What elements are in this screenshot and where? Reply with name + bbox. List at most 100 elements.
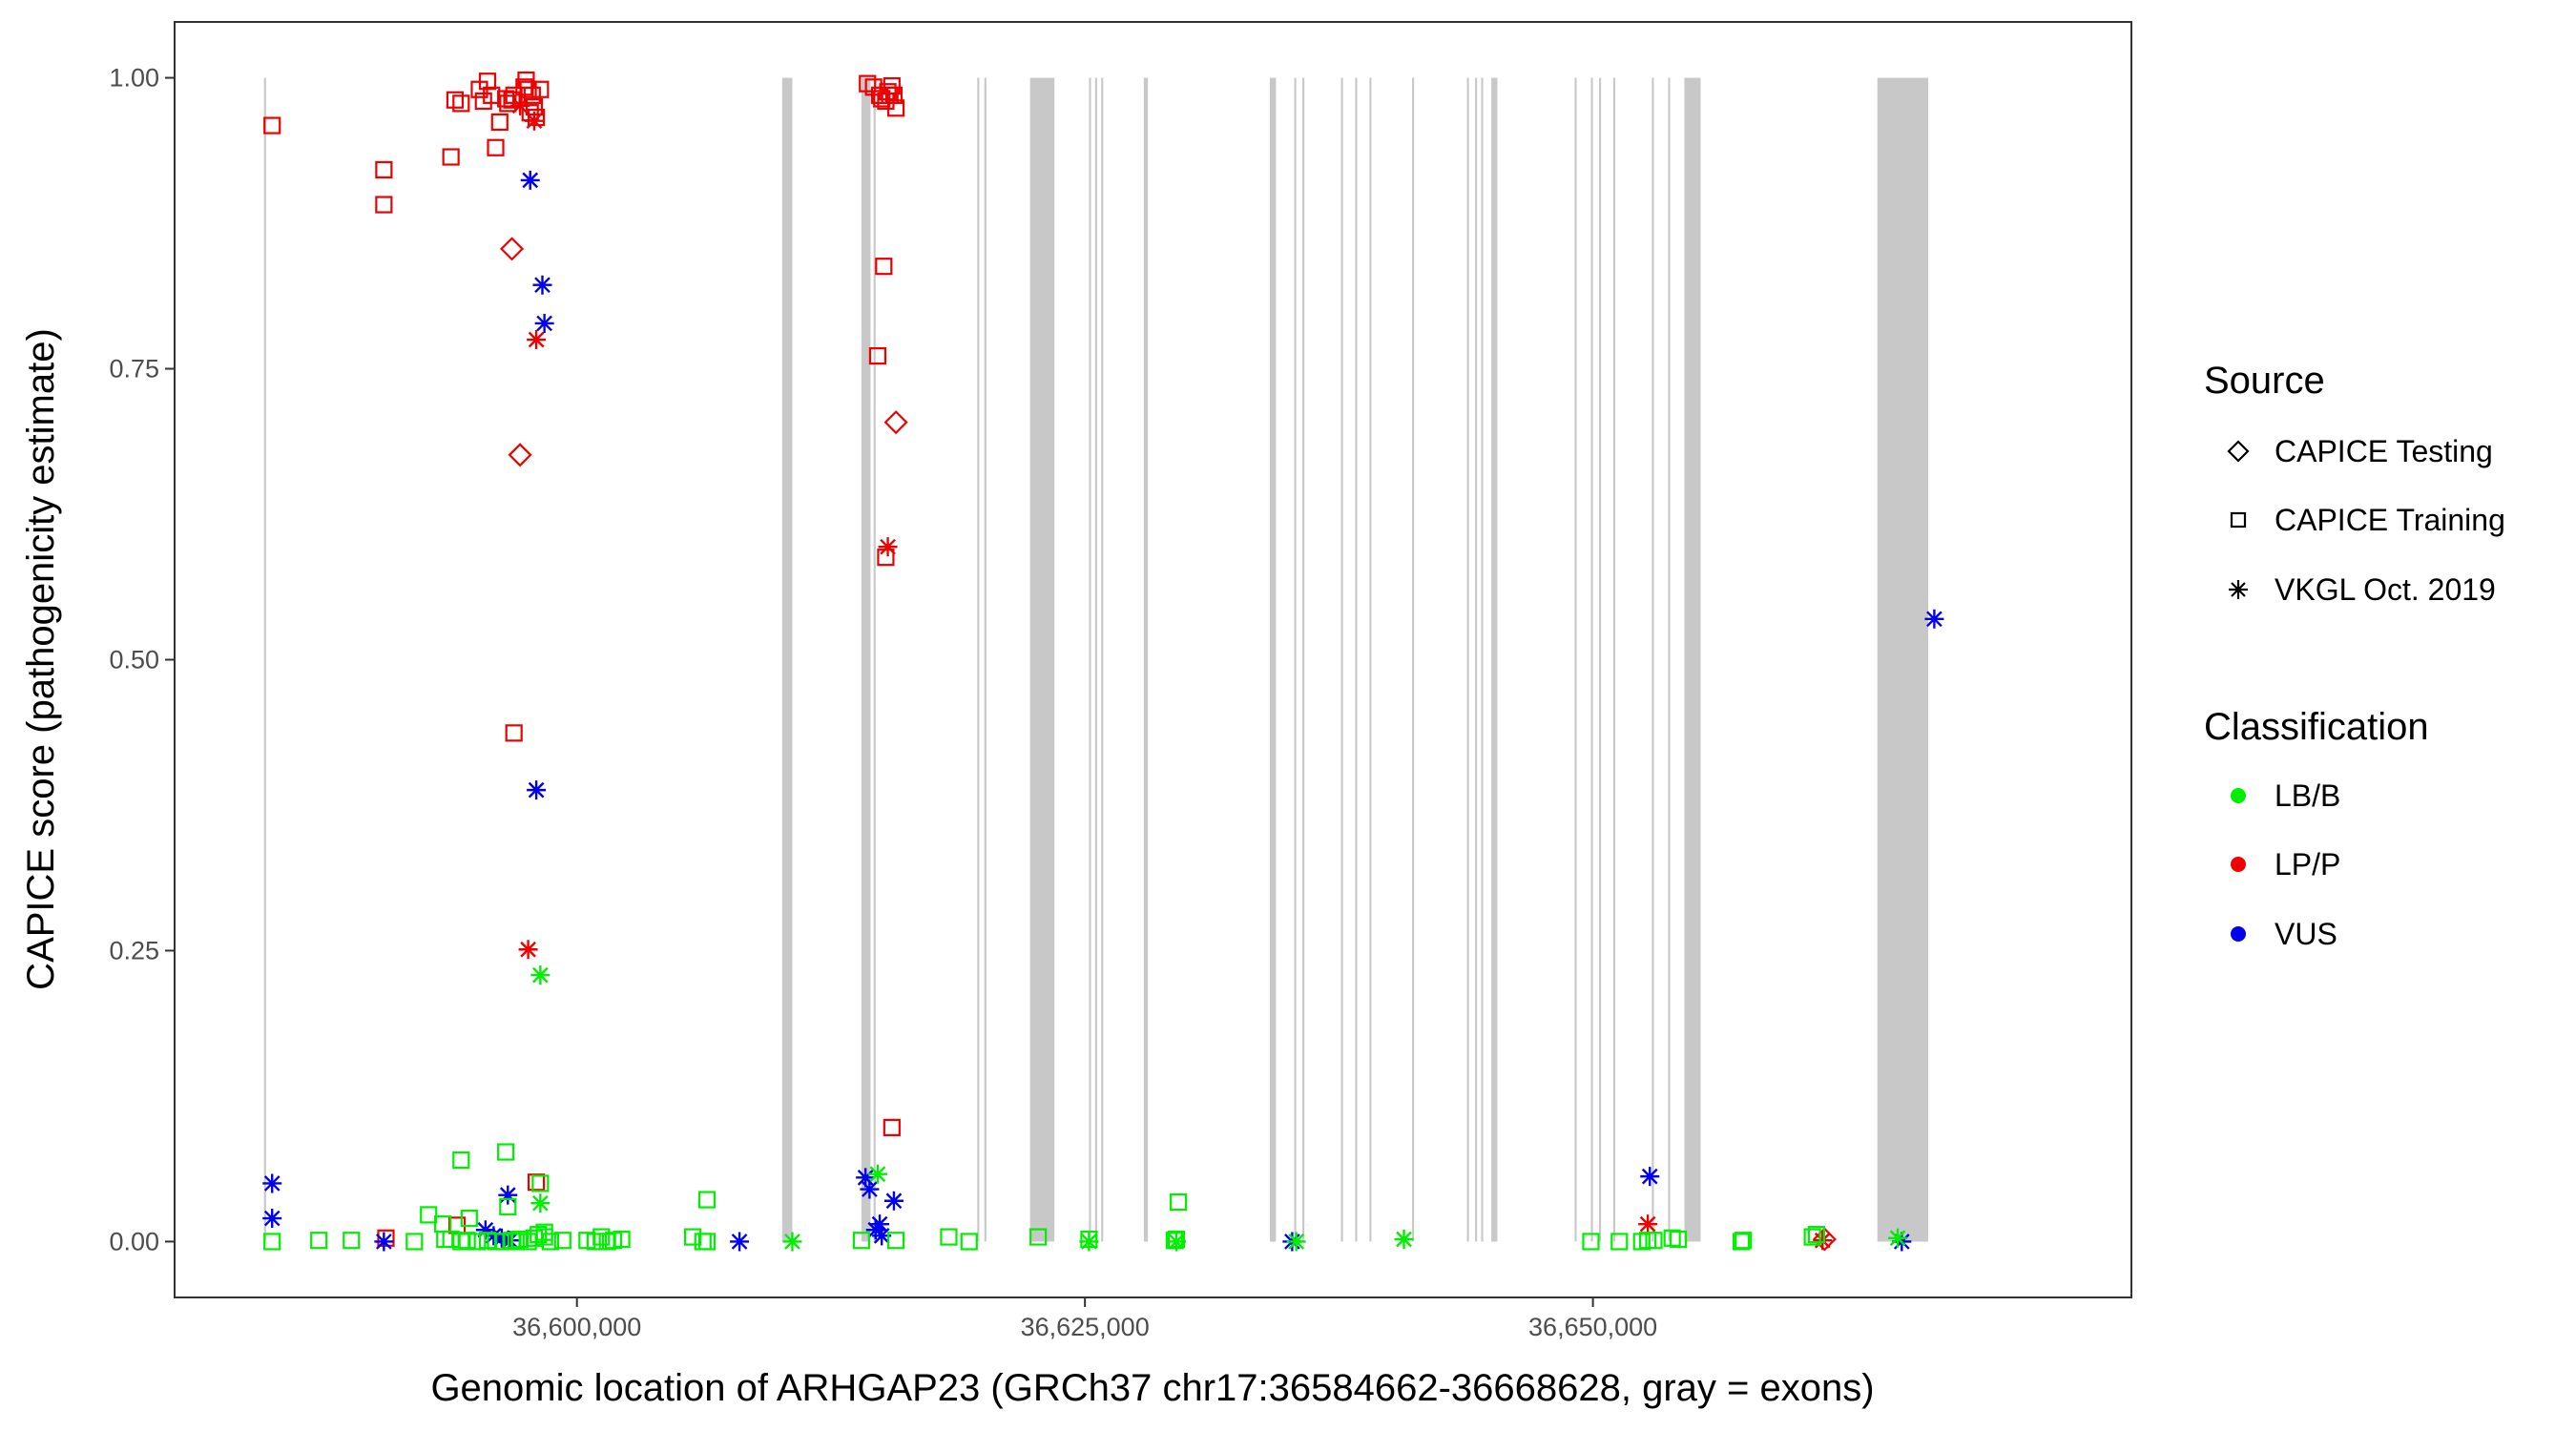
legend-source-testing: CAPICE Testing [2275, 434, 2493, 468]
exon-band [1302, 77, 1305, 1242]
asterisk-point [878, 537, 898, 557]
legend: Source CAPICE Testing CAPICE Training VK… [2204, 360, 2505, 951]
square-point [1167, 1230, 1186, 1249]
exon-band [1029, 77, 1055, 1242]
square-point [1807, 1226, 1825, 1244]
asterisk-point [524, 111, 544, 131]
diamond-point [883, 410, 908, 435]
y-axis-title: CAPICE score (pathogenicity estimate) [20, 328, 62, 990]
square-point [875, 258, 893, 276]
square-point [586, 1233, 604, 1251]
square-point [694, 1233, 712, 1251]
asterisk-point [1888, 1228, 1908, 1248]
asterisk-point [872, 1226, 892, 1246]
square-point [310, 1232, 328, 1250]
square-point [458, 1232, 476, 1250]
exon-band [1340, 77, 1343, 1242]
y-tick-label: 0.50 [109, 646, 159, 674]
square-point [697, 1233, 717, 1251]
exon-band [1590, 77, 1593, 1242]
asterisk-point [518, 940, 538, 960]
square-point [519, 80, 537, 98]
asterisk-point [1286, 1232, 1306, 1252]
y-tick-label: 0.00 [109, 1227, 159, 1255]
exon-band [861, 77, 871, 1242]
asterisk-point [534, 313, 554, 333]
square-point [487, 138, 505, 156]
exon-bands [263, 77, 1929, 1242]
asterisk-point [1166, 1232, 1186, 1252]
asterisk-point [883, 1191, 904, 1211]
legend-testing-key [2227, 440, 2250, 463]
square-point [553, 1232, 571, 1250]
exon-band [1412, 77, 1415, 1242]
diamond-point [499, 237, 525, 261]
exon-band [1355, 77, 1358, 1242]
square-point [528, 108, 546, 127]
square-point [877, 549, 895, 567]
y-tick-label: 0.25 [109, 936, 159, 964]
square-point [859, 74, 877, 93]
exon-band [1481, 77, 1484, 1242]
asterisk-point [527, 780, 547, 800]
asterisk-point [1924, 609, 1944, 629]
legend-classification-title: Classification [2204, 706, 2429, 748]
square-point [525, 1229, 544, 1247]
asterisk-point [530, 965, 551, 985]
asterisk-point [262, 1209, 282, 1229]
asterisk-point [475, 1220, 495, 1240]
asterisk-point [520, 170, 540, 190]
asterisk-point [867, 1164, 887, 1184]
exon-band [1089, 77, 1091, 1242]
square-point [507, 1233, 525, 1251]
asterisk-point [374, 1232, 394, 1252]
y-tick-label: 0.75 [109, 355, 159, 384]
square-point [446, 91, 465, 109]
axes: 0.00 0.25 0.50 0.75 1.00 36,600,000 36,625,000… [109, 64, 1657, 1341]
square-point [886, 99, 905, 117]
square-point [1735, 1232, 1753, 1250]
square-point [1029, 1228, 1048, 1246]
asterisk-point [532, 275, 552, 295]
square-point [1165, 1232, 1183, 1250]
asterisk-point [498, 1185, 518, 1205]
exon-band [1598, 77, 1602, 1242]
square-icon [2230, 511, 2247, 529]
square-point [940, 1228, 958, 1246]
square-point [884, 86, 904, 104]
panel-border [174, 21, 2132, 1298]
square-point [468, 1233, 487, 1251]
exon-band [1491, 77, 1498, 1242]
square-point [490, 113, 509, 132]
exon-band [1294, 77, 1297, 1242]
square-point [1170, 1192, 1188, 1212]
exon-band [1143, 77, 1149, 1242]
exon-band [1684, 77, 1701, 1242]
exon-band [781, 77, 793, 1242]
square-point [405, 1233, 424, 1251]
legend-lpp-dot [2231, 857, 2246, 872]
asterisk-point [1813, 1231, 1833, 1251]
exon-band [977, 77, 980, 1242]
asterisk-point [860, 1179, 880, 1199]
square-point [420, 1206, 438, 1224]
square-point [528, 1173, 546, 1192]
square-point [1645, 1232, 1663, 1250]
asterisk-point [782, 1232, 802, 1252]
square-point [377, 1229, 395, 1247]
x-tick-label: 36,650,000 [1528, 1313, 1657, 1341]
square-point [531, 80, 550, 98]
asterisk-point [262, 1173, 282, 1193]
square-point [1582, 1233, 1600, 1251]
legend-vkgl-key [2229, 580, 2248, 599]
square-point [613, 1230, 631, 1249]
y-tick-label: 1.00 [109, 64, 159, 93]
asterisk-point [510, 95, 530, 115]
x-axis-title: Genomic location of ARHGAP23 (GRCh37 chr… [430, 1367, 1874, 1409]
square-point [852, 1232, 870, 1250]
legend-source-training: CAPICE Training [2275, 503, 2505, 537]
legend-class-lpp: LP/P [2275, 847, 2340, 881]
exon-band [263, 77, 266, 1242]
legend-vus-dot [2231, 926, 2246, 942]
